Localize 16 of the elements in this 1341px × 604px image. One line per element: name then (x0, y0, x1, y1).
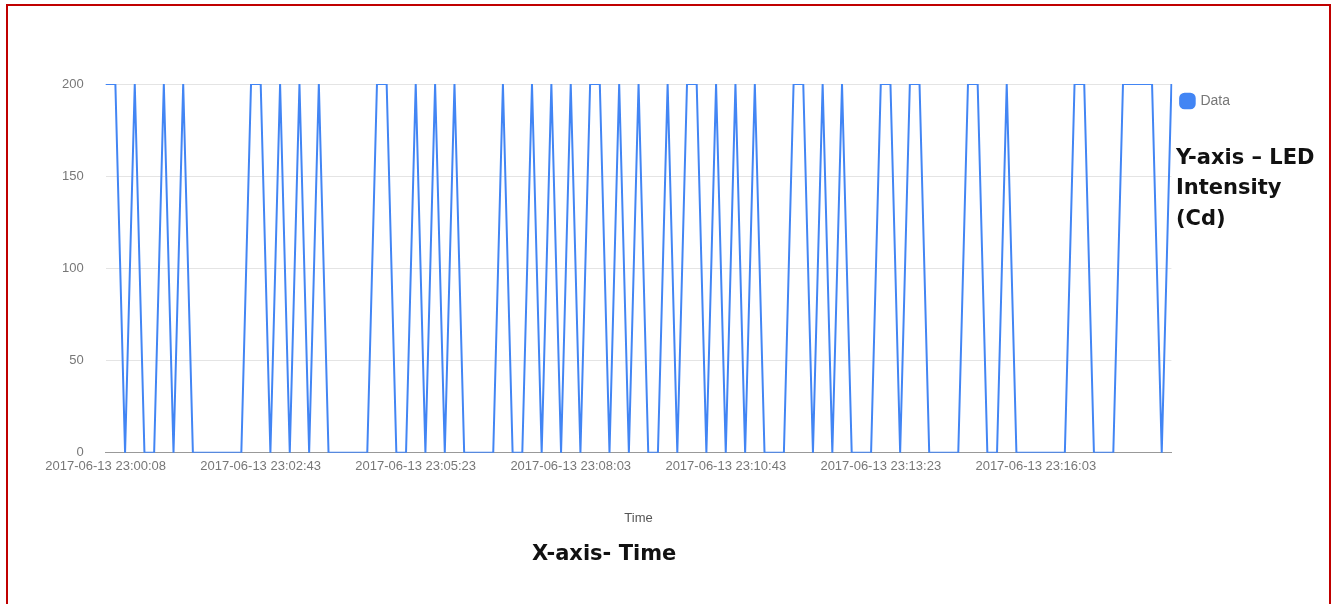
y-tick-label: 100 (61, 259, 84, 275)
text: Y-axis – LED Intensity (Cd) (1176, 144, 1316, 232)
x-tick-label: 2017-06-13 23:08:03 (510, 458, 632, 474)
y-tick-label: 200 (61, 75, 84, 91)
x-axis-title: Time (624, 509, 653, 525)
x-tick-label: 2017-06-13 23:10:43 (665, 458, 787, 474)
text: X-axis- Time (532, 540, 677, 567)
x-tick-label: 2017-06-13 23:02:43 (200, 458, 322, 474)
x-tick-label: 2017-06-13 23:13:23 (820, 458, 942, 474)
y-tick-label: 150 (61, 167, 84, 183)
x-tick-label: 2017-06-13 23:05:23 (355, 458, 477, 474)
x-tick-label: 2017-06-13 23:16:03 (975, 458, 1097, 474)
y-tick-label: 50 (69, 352, 84, 368)
y-tick-label: 0 (76, 444, 84, 460)
x-tick-label: 2017-06-13 23:00:08 (45, 458, 167, 474)
legend-label: Data (1200, 91, 1231, 108)
